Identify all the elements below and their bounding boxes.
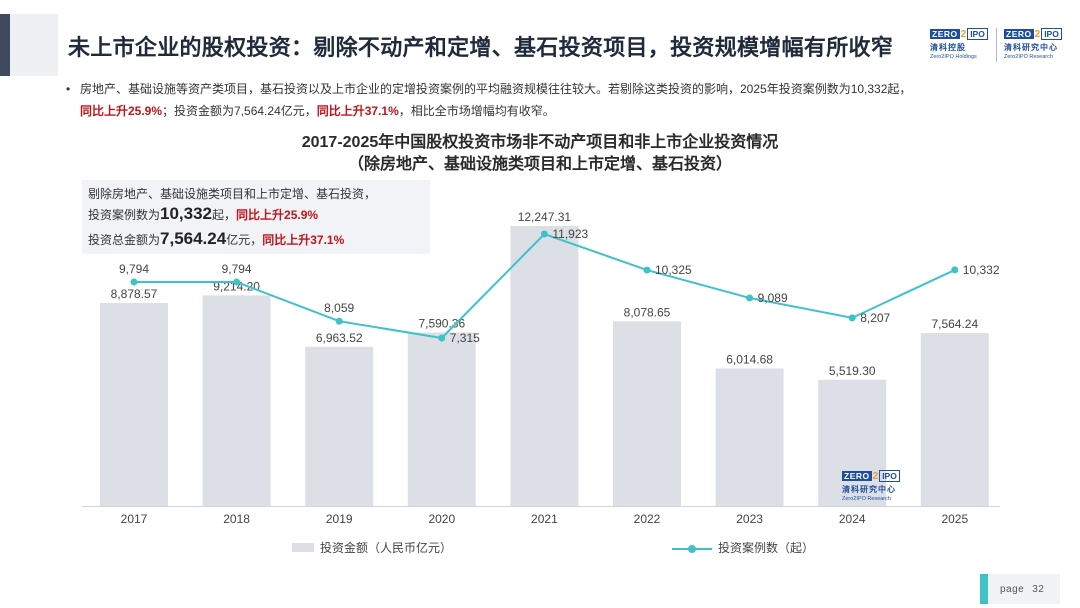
bullet-text-2: ；投资金额为7,564.24亿元， xyxy=(162,104,317,118)
chart-title: 2017-2025年中国股权投资市场非不动产项目和非上市企业投资情况 xyxy=(301,134,779,151)
bar-2021 xyxy=(510,226,579,506)
highlight-note-box: 剔除房地产、基础设施类项目和上市定增、基石投资， 投资案例数为10,332起，同… xyxy=(82,180,430,254)
count-label-2022: 10,325 xyxy=(655,263,692,277)
x-tick-2023: 2023 xyxy=(736,512,763,526)
bar-label-2017: 8,878.57 xyxy=(111,287,158,301)
count-point-2022 xyxy=(643,266,651,274)
count-point-2025 xyxy=(951,266,959,274)
bar-2023 xyxy=(715,368,784,506)
bar-label-2021: 12,247.31 xyxy=(518,210,572,224)
count-point-2021 xyxy=(540,230,548,238)
count-point-2018 xyxy=(233,278,241,286)
x-tick-2017: 2017 xyxy=(121,512,148,526)
count-label-2021: 11,923 xyxy=(552,227,588,241)
bullet-dot: • xyxy=(66,82,71,96)
count-label-2023: 9,089 xyxy=(758,291,788,305)
bar-2020 xyxy=(407,332,476,506)
x-tick-2022: 2022 xyxy=(634,512,661,526)
count-label-2025: 10,332 xyxy=(963,263,1000,277)
legend-line-swatch xyxy=(672,542,712,554)
bullet-text-1: 房地产、基础设施等资产类项目，基石投资以及上市企业的定增投资案例的平均融资规模往… xyxy=(80,82,912,96)
bullet-highlight-1: 同比上升25.9% xyxy=(80,104,163,118)
page-number: page 32 xyxy=(1000,584,1045,595)
count-point-2024 xyxy=(848,314,856,322)
note-line-1: 剔除房地产、基础设施类项目和上市定增、基石投资， xyxy=(88,187,377,201)
count-label-2018: 9,794 xyxy=(222,262,252,276)
legend-bar-swatch xyxy=(292,543,314,552)
bar-2018 xyxy=(202,295,271,506)
zero2ipo-holdings-logo: ZERO 2 IPO 清科控股 Zero2IPO Holdings xyxy=(930,28,988,62)
bar-2017 xyxy=(100,303,168,506)
bar-label-2019: 6,963.52 xyxy=(316,331,363,345)
chart-subtitle: （除房地产、基础设施类项目和上市定增、基石投资） xyxy=(347,156,732,173)
x-tick-2018: 2018 xyxy=(223,512,250,526)
count-label-2017: 9,794 xyxy=(119,262,149,276)
logo-separator xyxy=(996,28,997,62)
x-tick-2020: 2020 xyxy=(428,512,455,526)
count-point-2017 xyxy=(130,278,138,286)
bar-label-2023: 6,014.68 xyxy=(726,352,773,366)
bar-label-2022: 8,078.65 xyxy=(624,305,671,319)
bar-2024 xyxy=(818,379,887,506)
x-tick-2021: 2021 xyxy=(531,512,558,526)
watermark-logo: ZERO 2 IPO 清科研究中心 Zero2IPO Research xyxy=(842,470,900,502)
x-tick-2025: 2025 xyxy=(941,512,968,526)
bar-2022 xyxy=(613,321,681,506)
count-point-2023 xyxy=(746,294,754,302)
x-tick-2024: 2024 xyxy=(839,512,866,526)
legend-item-count: 投资案例数（起） xyxy=(672,539,814,556)
left-accent-bar xyxy=(0,14,10,76)
note-line-2: 投资案例数为10,332起，同比上升25.9% xyxy=(88,204,319,223)
bar-label-2020: 7,590.36 xyxy=(418,316,465,330)
bullet-text-3: ，相比全市场增幅均有收窄。 xyxy=(398,104,555,118)
page-number-box xyxy=(980,574,1060,604)
count-label-2024: 8,207 xyxy=(860,311,890,325)
bar-2025 xyxy=(920,333,989,506)
page-accent-bar xyxy=(980,574,988,604)
x-tick-2019: 2019 xyxy=(326,512,353,526)
bullet-highlight-2: 同比上升37.1% xyxy=(316,104,399,118)
note-line-3: 投资总金额为7,564.24亿元，同比上升37.1% xyxy=(88,229,345,248)
zero2ipo-research-logo: ZERO 2 IPO 清科研究中心 Zero2IPO Research xyxy=(1004,28,1062,62)
left-panel xyxy=(10,14,58,76)
count-point-2019 xyxy=(335,317,343,325)
legend-item-amount: 投资金额（人民币亿元） xyxy=(292,539,452,556)
bar-2019 xyxy=(305,346,374,506)
count-label-2020: 7,315 xyxy=(450,331,480,345)
count-point-2020 xyxy=(438,334,446,342)
count-label-2019: 8,059 xyxy=(324,301,354,315)
bar-label-2025: 7,564.24 xyxy=(931,317,978,331)
bar-label-2024: 5,519.30 xyxy=(829,364,876,378)
page-title: 未上市企业的股权投资：剔除不动产和定增、基石投资项目，投资规模增幅有所收窄 xyxy=(68,35,894,60)
